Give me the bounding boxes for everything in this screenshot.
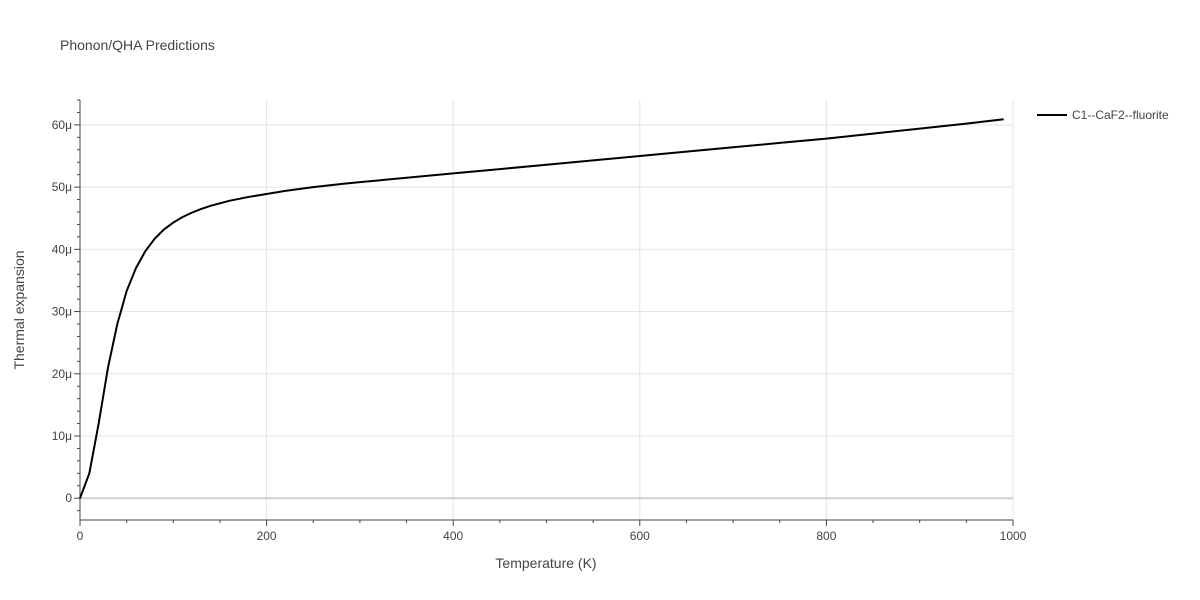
axes: 0 200 400 600 800 1000 0 10μ 20μ 30μ 40μ 50μ 60μ <box>52 99 1027 543</box>
series-layer <box>79 118 1004 499</box>
x-tick-label: 0 <box>77 529 84 543</box>
x-tick-label: 1000 <box>1000 529 1027 543</box>
y-tick-label: 10μ <box>52 429 72 443</box>
grid <box>80 100 1014 520</box>
legend[interactable]: C1--CaF2--fluorite <box>1037 108 1169 122</box>
x-axis-title: Temperature (K) <box>495 555 596 571</box>
x-tick-label: 400 <box>443 529 463 543</box>
series-line <box>79 118 1004 499</box>
y-tick-label: 60μ <box>52 118 72 132</box>
y-tick-label: 20μ <box>52 367 72 381</box>
y-tick-label: 0 <box>65 491 72 505</box>
x-tick-label: 600 <box>630 529 650 543</box>
legend-label: C1--CaF2--fluorite <box>1072 108 1169 122</box>
chart-title: Phonon/QHA Predictions <box>60 37 215 53</box>
y-tick-label: 40μ <box>52 242 72 256</box>
y-axis-title: Thermal expansion <box>11 250 27 369</box>
x-tick-label: 200 <box>257 529 277 543</box>
y-tick-label: 50μ <box>52 180 72 194</box>
x-tick-label: 800 <box>816 529 836 543</box>
y-tick-label: 30μ <box>52 305 72 319</box>
